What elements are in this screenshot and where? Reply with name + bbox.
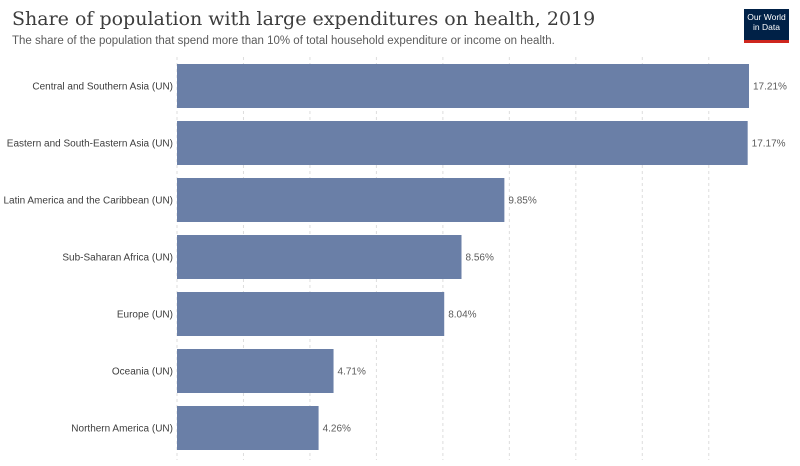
value-label: 4.71% [338, 367, 366, 378]
bar[interactable] [177, 235, 462, 279]
value-label: 17.17% [752, 139, 786, 150]
category-label: Central and Southern Asia (UN) [32, 82, 173, 93]
value-label: 8.04% [448, 310, 476, 321]
bar[interactable] [177, 64, 749, 108]
category-label: Sub-Saharan Africa (UN) [62, 253, 173, 264]
labels: Central and Southern Asia (UN) 17.21% East… [3, 82, 787, 435]
chart-title: Share of population with large expenditu… [12, 8, 596, 30]
bar[interactable] [177, 292, 445, 336]
owid-logo[interactable]: Our World in Data [744, 9, 789, 43]
category-label: Northern America (UN) [71, 424, 173, 435]
logo-line-2: in Data [753, 22, 780, 32]
bar[interactable] [177, 406, 319, 450]
bar[interactable] [177, 178, 505, 222]
bar[interactable] [177, 121, 748, 165]
bar[interactable] [177, 349, 334, 393]
chart-subtitle: The share of the population that spend m… [12, 35, 555, 47]
bars [177, 64, 749, 450]
value-label: 9.85% [508, 196, 536, 207]
value-label: 4.26% [323, 424, 351, 435]
logo-line-1: Our World [747, 12, 786, 22]
value-label: 17.21% [753, 82, 787, 93]
category-label: Eastern and South-Eastern Asia (UN) [7, 139, 173, 150]
category-label: Latin America and the Caribbean (UN) [3, 196, 173, 207]
category-label: Europe (UN) [117, 310, 173, 321]
category-label: Oceania (UN) [112, 367, 173, 378]
value-label: 8.56% [466, 253, 494, 264]
